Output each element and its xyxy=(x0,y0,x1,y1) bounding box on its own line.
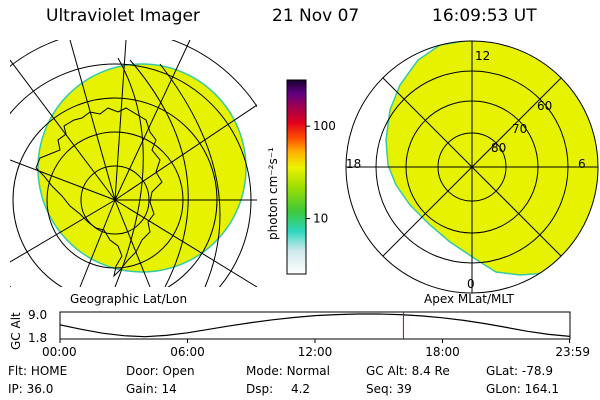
mlat-label-60: 60 xyxy=(537,99,552,113)
mlt-label-6: 6 xyxy=(578,157,586,171)
mag-meridians xyxy=(346,41,598,293)
plot-ymin-label: 1.8 xyxy=(28,331,47,345)
status-door: Door: Open xyxy=(126,364,195,378)
instrument-title: Ultraviolet Imager xyxy=(46,6,200,26)
status-seq: Seq: 39 xyxy=(366,382,412,396)
status-gc-alt: GC Alt: 8.4 Re xyxy=(366,364,450,378)
time-tick-label: 00:00 xyxy=(42,345,77,359)
mlat-label-80: 80 xyxy=(491,141,506,155)
antarctica-coastline xyxy=(35,107,163,278)
status-ip: IP: 36.0 xyxy=(8,382,54,396)
plot-frame xyxy=(59,311,571,340)
geo-panel-label: Geographic Lat/Lon xyxy=(70,292,187,306)
plot-ylabel: GC Alt xyxy=(9,312,23,350)
plot-ymax-label: 9.0 xyxy=(28,308,47,322)
altitude-plot: 00:00 06:00 12:00 18:00 23:59 GC Alt 9.0 1.8 xyxy=(9,308,590,359)
time-tick-label: 12:00 xyxy=(298,345,333,359)
colorbar-ticks: 100 10 xyxy=(306,119,336,226)
geo-meridians xyxy=(10,40,257,287)
colorbar-tick-label: 100 xyxy=(313,119,336,133)
status-dsp: Dsp: 4.2 xyxy=(246,382,311,396)
colorbar-unit-label: photon cm⁻²s⁻¹ xyxy=(266,147,280,240)
mlt-label-12: 12 xyxy=(475,49,490,63)
image-date: 21 Nov 07 xyxy=(272,6,360,26)
colorbar-gradient xyxy=(286,79,307,275)
status-glon: GLon: 164.1 xyxy=(486,382,559,396)
time-axis-ticks: 00:00 06:00 12:00 18:00 23:59 xyxy=(42,339,590,359)
time-tick-label: 18:00 xyxy=(425,345,460,359)
image-time: 16:09:53 UT xyxy=(432,6,537,26)
mlt-label-18: 18 xyxy=(346,157,361,171)
magnetic-panel: 12 18 6 0 60 70 80 xyxy=(345,40,599,294)
mlat-label-70: 70 xyxy=(512,122,527,136)
altitude-trace xyxy=(60,313,570,338)
colorbar-tick-label: 10 xyxy=(313,212,328,226)
mag-panel-label: Apex MLat/MLT xyxy=(424,292,514,306)
mlt-label-0: 0 xyxy=(467,277,475,291)
mag-outer-ring xyxy=(345,40,599,294)
status-mode: Mode: Normal xyxy=(246,364,330,378)
time-tick-label: 23:59 xyxy=(555,345,590,359)
time-tick-label: 06:00 xyxy=(170,345,205,359)
geographic-panel xyxy=(10,40,257,287)
status-gain: Gain: 14 xyxy=(126,382,177,396)
colorbar: 100 10 photon cm⁻²s⁻¹ xyxy=(266,79,336,275)
status-glat: GLat: -78.9 xyxy=(486,364,553,378)
status-flt: Flt: HOME xyxy=(8,364,68,378)
